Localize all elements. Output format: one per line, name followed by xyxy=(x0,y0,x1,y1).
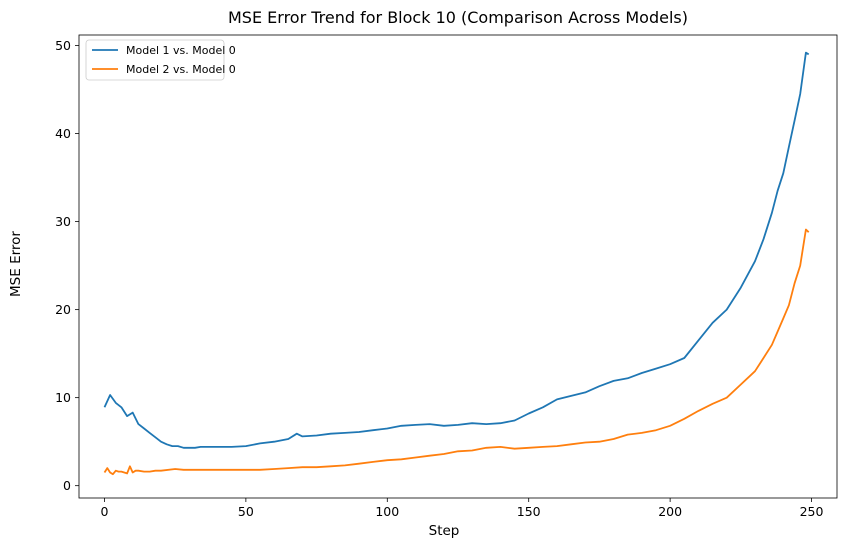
x-axis-title: Step xyxy=(429,523,460,539)
y-axis-title: MSE Error xyxy=(8,231,24,297)
x-tick-label: 50 xyxy=(238,504,254,519)
x-tick-label: 150 xyxy=(517,504,541,519)
series-line-2 xyxy=(103,228,810,476)
x-axis: 0 50 100 150 200 250 xyxy=(100,498,824,519)
plot-lines xyxy=(103,51,810,476)
series-line-1 xyxy=(103,51,810,449)
y-tick-label: 10 xyxy=(55,390,71,405)
x-tick-label: 200 xyxy=(658,504,682,519)
plot-area-frame xyxy=(78,34,838,499)
y-axis: 0 10 20 30 40 50 xyxy=(55,38,79,493)
x-tick-label: 250 xyxy=(800,504,824,519)
x-tick-label: 100 xyxy=(375,504,399,519)
legend: Model 1 vs. Model 0 Model 2 vs. Model 0 xyxy=(85,39,236,81)
legend-box xyxy=(85,39,225,81)
y-tick-label: 40 xyxy=(55,126,71,141)
y-tick-label: 30 xyxy=(55,214,71,229)
y-tick-label: 50 xyxy=(55,38,71,53)
legend-label-model-1: Model 1 vs. Model 0 xyxy=(126,44,236,57)
y-tick-label: 20 xyxy=(55,302,71,317)
x-tick-label: 0 xyxy=(100,504,108,519)
chart-title: MSE Error Trend for Block 10 (Comparison… xyxy=(228,8,688,27)
y-tick-label: 0 xyxy=(63,478,71,493)
legend-label-model-2: Model 2 vs. Model 0 xyxy=(126,63,236,76)
